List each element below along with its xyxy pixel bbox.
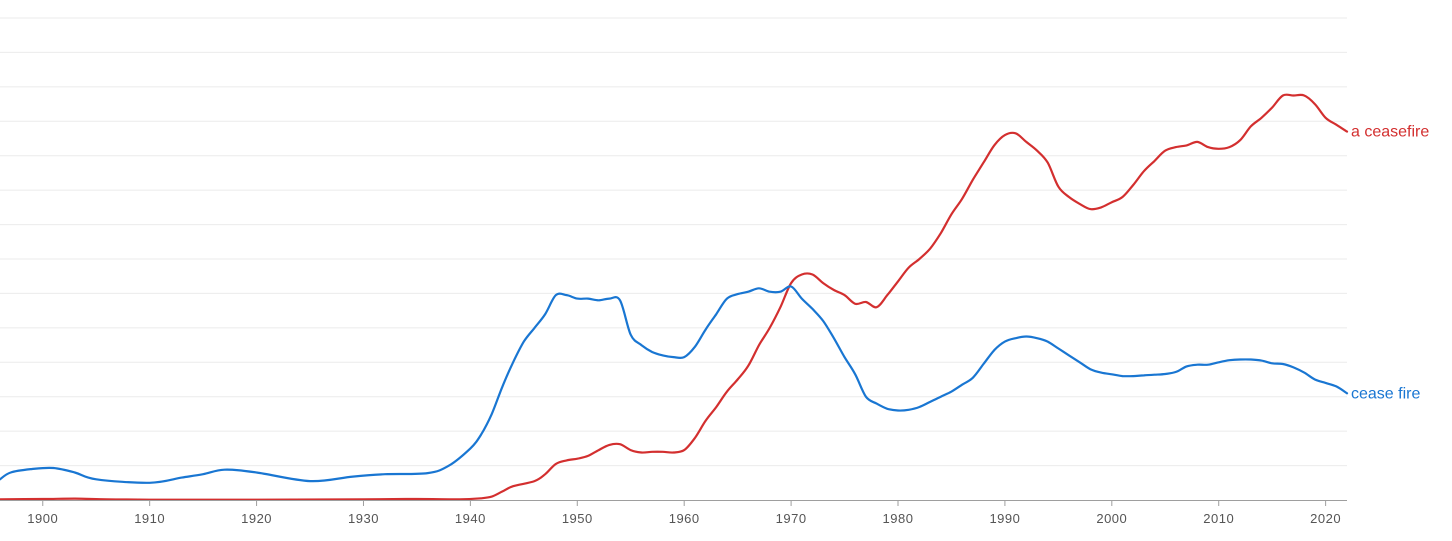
x-tick-label: 1920 — [241, 511, 272, 526]
series-line-cease-fire[interactable] — [0, 285, 1349, 484]
x-tick-label: 1960 — [669, 511, 700, 526]
x-tick-label: 1980 — [883, 511, 914, 526]
x-tick-label: 1950 — [562, 511, 593, 526]
series-line-a-ceasefire[interactable] — [0, 93, 1349, 501]
x-tick-label: 2000 — [1096, 511, 1127, 526]
series-lines — [0, 93, 1349, 501]
x-tick-label: 1970 — [776, 511, 807, 526]
x-tick-label: 1900 — [27, 511, 58, 526]
series-label-cease-fire[interactable]: cease fire — [1351, 385, 1420, 402]
x-tick-label: 1930 — [348, 511, 379, 526]
series-label-a-ceasefire[interactable]: a ceasefire — [1351, 124, 1429, 141]
x-tick-label: 2010 — [1203, 511, 1234, 526]
x-tick-label: 1910 — [134, 511, 165, 526]
x-tick-label: 1940 — [455, 511, 486, 526]
horizontal-gridlines — [0, 17, 1347, 467]
x-tick-label: 2020 — [1310, 511, 1341, 526]
series-inline-labels: a ceasefire cease fire — [1351, 124, 1429, 403]
x-tick-label: 1990 — [989, 511, 1020, 526]
x-axis-ticks: 1900 1910 1920 1930 1940 1950 1960 1970 1980 1990… — [27, 500, 1341, 526]
